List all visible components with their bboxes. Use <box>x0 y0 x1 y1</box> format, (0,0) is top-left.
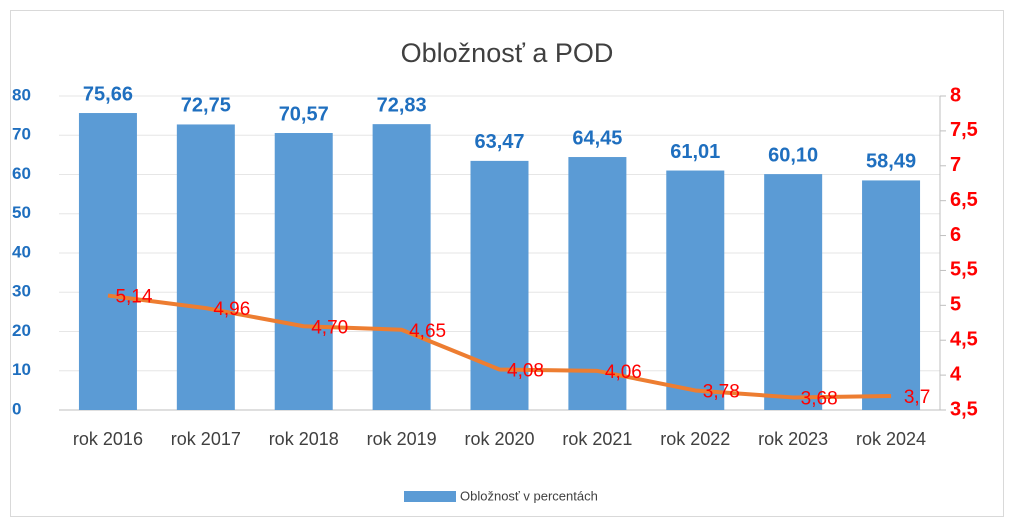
bar-value-label: 72,83 <box>377 94 427 116</box>
x-tick-label: rok 2021 <box>562 429 632 449</box>
line-value-label: 3,68 <box>801 388 838 409</box>
y-tick-label: 0 <box>12 399 21 418</box>
y2-tick-label: 4 <box>950 363 962 385</box>
bar <box>862 180 921 410</box>
bar-value-label: 63,47 <box>474 131 524 153</box>
line-value-label: 4,70 <box>311 317 348 338</box>
y-tick-label: 80 <box>12 85 31 104</box>
line-value-label: 3,78 <box>703 381 740 402</box>
y-tick-label: 20 <box>12 321 31 340</box>
x-tick-label: rok 2020 <box>464 429 534 449</box>
line-value-label: 3,7 <box>904 387 930 408</box>
y2-tick-label: 5,5 <box>950 259 978 281</box>
bar <box>176 124 235 411</box>
x-tick-label: rok 2023 <box>758 429 828 449</box>
line-value-label: 5,14 <box>115 287 152 308</box>
y2-tick-label: 6 <box>950 224 961 246</box>
bar <box>274 133 333 410</box>
y-tick-label: 70 <box>12 125 31 144</box>
line <box>107 293 892 400</box>
x-tick-label: rok 2019 <box>367 429 437 449</box>
line-value-label: 4,65 <box>409 321 446 342</box>
bar-value-label: 58,49 <box>866 151 916 173</box>
bar-value-label: 60,10 <box>768 144 818 166</box>
y2-tick-label: 7,5 <box>950 119 978 141</box>
bar-value-label: 64,45 <box>572 127 622 149</box>
y2-tick-label: 8 <box>950 84 961 106</box>
y-tick-label: 50 <box>12 203 31 222</box>
bar <box>372 124 431 411</box>
bar-value-label: 72,75 <box>181 95 231 117</box>
y-tick-label: 10 <box>12 360 31 379</box>
x-tick-label: rok 2016 <box>73 429 143 449</box>
chart-title: Obložnosť a POD <box>401 38 614 68</box>
x-tick-label: rok 2018 <box>269 429 339 449</box>
line-value-label: 4,96 <box>213 299 250 320</box>
bar <box>568 157 627 410</box>
y-tick-label: 30 <box>12 282 31 301</box>
x-tick-label: rok 2022 <box>660 429 730 449</box>
bar <box>764 174 823 410</box>
bar <box>666 170 725 410</box>
line-value-label: 4,08 <box>507 361 544 382</box>
bar-value-label: 70,57 <box>279 103 329 125</box>
bar-value-label: 61,01 <box>670 141 720 163</box>
y2-tick-label: 3,5 <box>950 398 978 420</box>
bar <box>78 113 137 411</box>
bar-value-label: 75,66 <box>83 83 133 105</box>
x-tick-label: rok 2017 <box>171 429 241 449</box>
legend-label: Obložnosť v percentách <box>460 488 598 503</box>
y2-tick-label: 4,5 <box>950 329 978 351</box>
y2-tick-label: 7 <box>950 154 961 176</box>
y-tick-label: 60 <box>12 164 31 183</box>
y2-tick-label: 6,5 <box>950 189 978 211</box>
legend-swatch <box>404 491 456 502</box>
y-tick-label: 40 <box>12 242 31 261</box>
y2-tick-label: 5 <box>950 294 961 316</box>
x-tick-label: rok 2024 <box>856 429 926 449</box>
line-value-label: 4,06 <box>605 362 642 383</box>
